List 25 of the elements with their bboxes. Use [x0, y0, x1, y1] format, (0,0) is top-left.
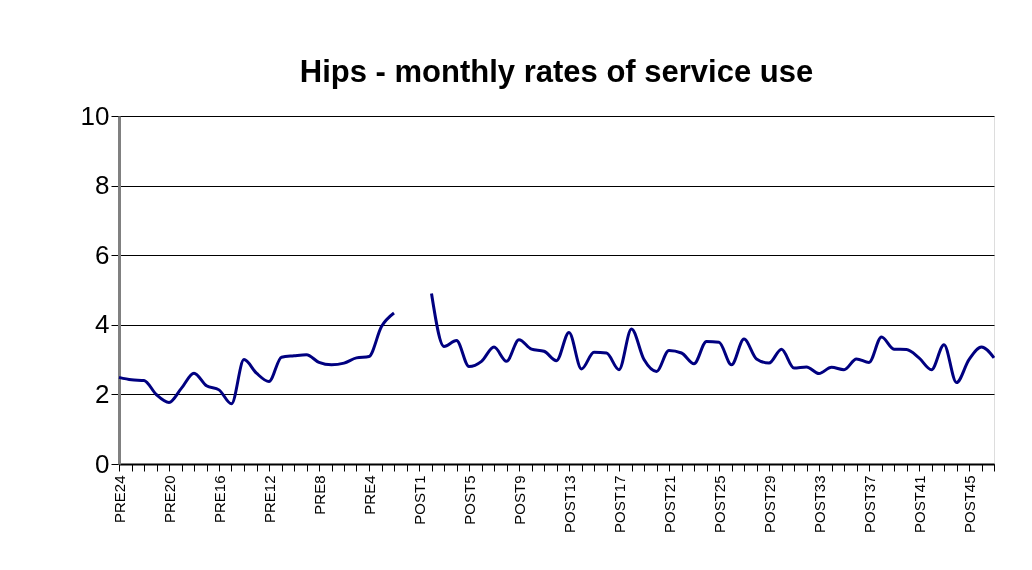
y-tick-label: 4: [95, 309, 110, 340]
x-tick-label: POST17: [610, 475, 628, 534]
x-tick-label: PRE20: [160, 475, 178, 524]
x-tick-label: POST25: [710, 475, 728, 534]
y-tick-label: 2: [95, 378, 110, 409]
y-tick-label: 8: [95, 170, 110, 201]
x-tick-label: POST9: [510, 475, 528, 525]
x-tick-label: PRE4: [360, 475, 378, 515]
x-tick-label: PRE16: [210, 475, 228, 524]
x-tick-label: POST41: [910, 475, 928, 534]
x-tick-label: PRE12: [260, 475, 278, 524]
x-tick-label: POST37: [860, 475, 878, 534]
x-tick-label: POST13: [560, 475, 578, 534]
x-tick-label: POST5: [460, 475, 478, 525]
y-tick-label: 6: [95, 239, 110, 270]
y-tick-label: 10: [80, 100, 110, 131]
x-tick-label: POST45: [960, 475, 978, 534]
x-tick-label: POST21: [660, 475, 678, 534]
x-tick-label: PRE24: [110, 475, 128, 524]
x-tick-label: POST33: [810, 475, 828, 534]
y-tick-label: 0: [95, 448, 110, 479]
chart-title: Hips - monthly rates of service use: [299, 54, 814, 89]
x-tick-label: POST1: [410, 475, 428, 525]
x-tick-label: POST29: [760, 475, 778, 534]
x-tick-label: PRE8: [310, 475, 328, 515]
